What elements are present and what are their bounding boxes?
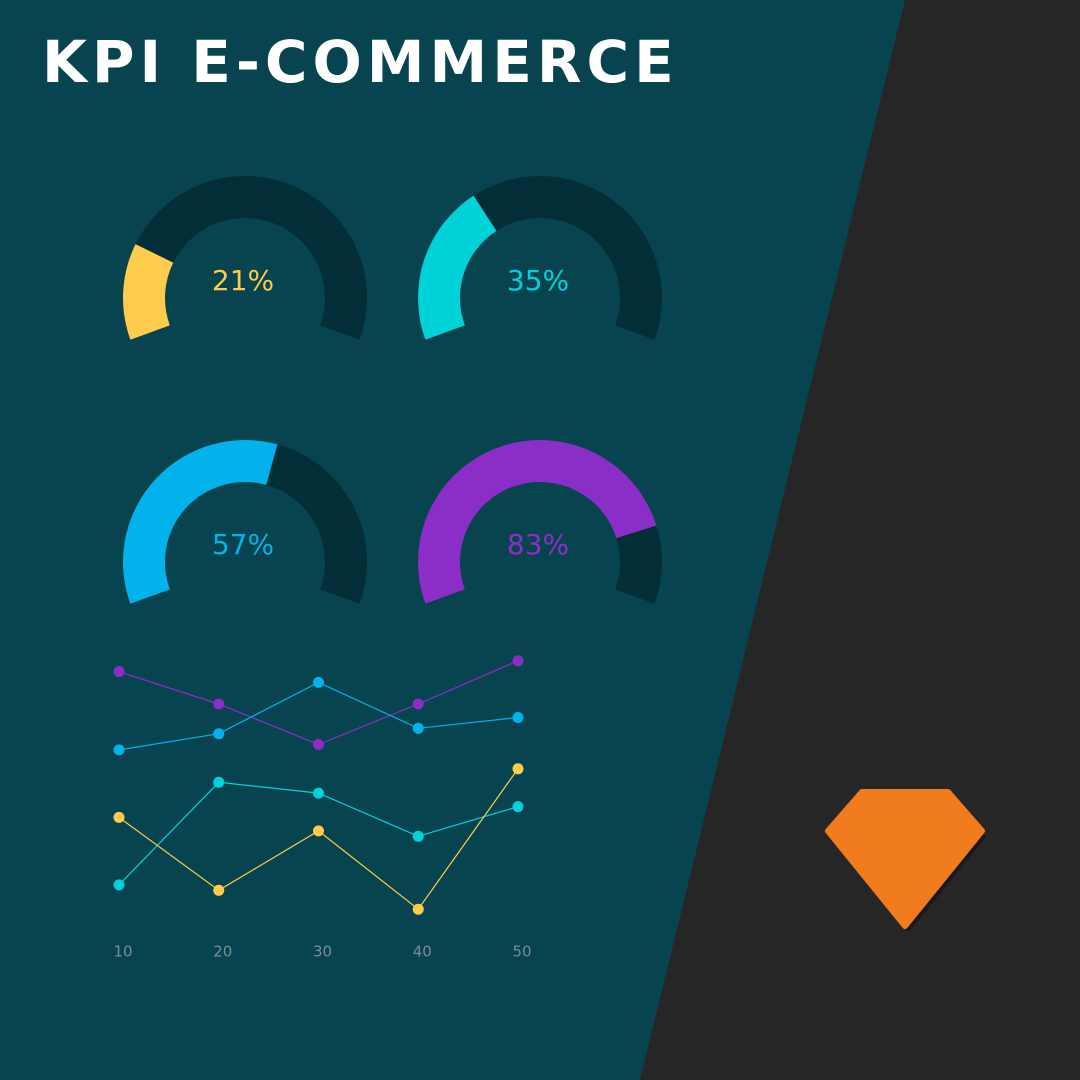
gauge-label: 21% (212, 264, 274, 297)
data-point (113, 811, 125, 823)
data-point (512, 712, 524, 723)
data-point (412, 830, 424, 842)
x-tick-label: 10 (113, 943, 132, 961)
data-point (313, 676, 324, 688)
data-point (213, 884, 225, 896)
data-point (313, 739, 324, 750)
data-point (113, 879, 125, 891)
data-point (213, 728, 225, 740)
data-point (213, 776, 225, 788)
gauge-label: 35% (507, 264, 569, 297)
data-point (412, 698, 424, 710)
data-point (412, 722, 424, 734)
data-point (512, 801, 524, 813)
data-point (213, 698, 225, 710)
page-title: KPI E-COMMERCE (42, 28, 679, 96)
x-tick-label: 20 (213, 943, 232, 961)
data-point (313, 787, 324, 799)
x-tick-label: 50 (512, 943, 531, 961)
gem-logo (825, 789, 986, 932)
gauge-arc (417, 439, 657, 604)
x-tick-label: 30 (313, 943, 332, 961)
data-point (113, 666, 125, 678)
gauge-track (122, 175, 367, 340)
x-tick-label: 40 (413, 943, 432, 961)
data-point (512, 655, 524, 667)
gauge-arc (123, 440, 278, 604)
gauge-arc (418, 195, 497, 340)
data-point (412, 903, 424, 915)
data-point (512, 763, 524, 775)
gauge-label: 57% (212, 528, 274, 561)
gauge-label: 83% (507, 528, 569, 561)
data-point (313, 825, 324, 837)
gauge-arc (123, 244, 174, 340)
data-point (113, 744, 125, 756)
